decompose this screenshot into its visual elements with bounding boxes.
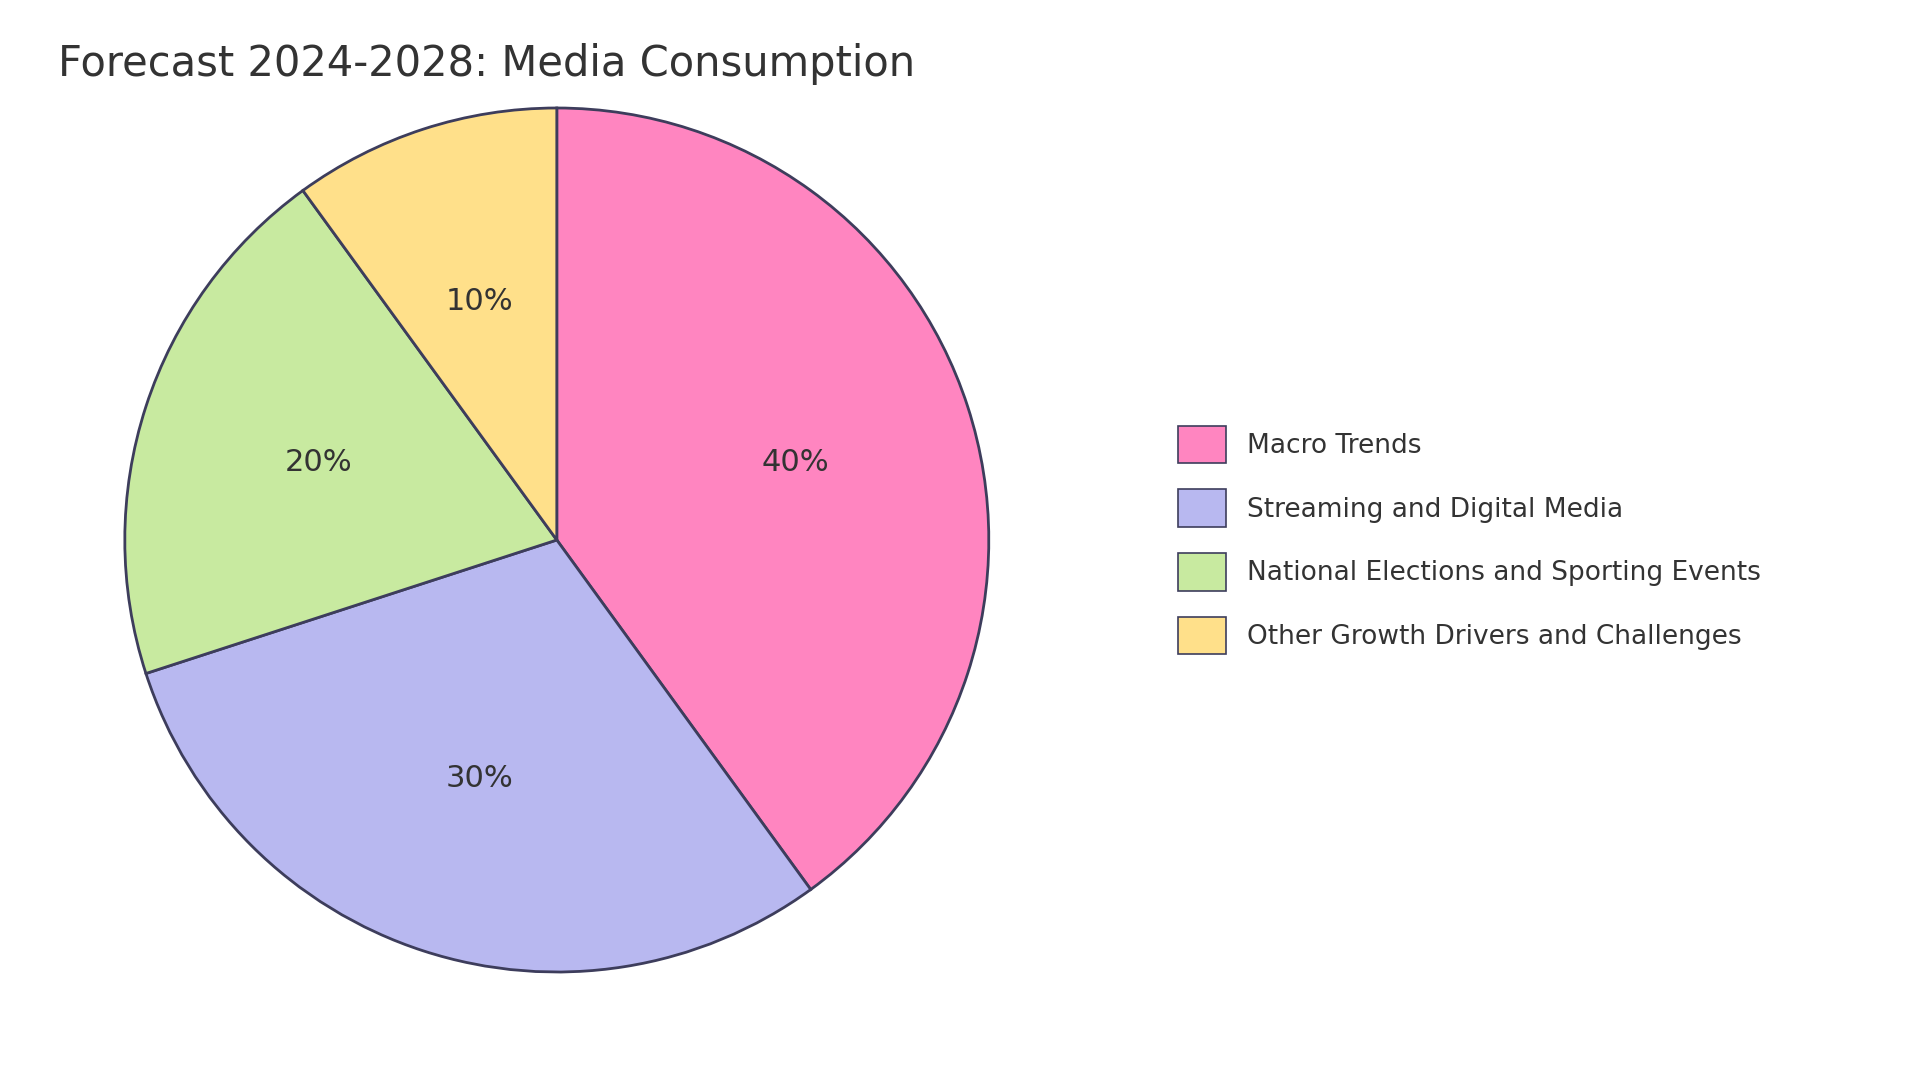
Text: 20%: 20% bbox=[284, 448, 351, 477]
Text: 10%: 10% bbox=[445, 287, 513, 316]
Wedge shape bbox=[146, 540, 810, 972]
Wedge shape bbox=[303, 108, 557, 540]
Wedge shape bbox=[125, 190, 557, 674]
Legend: Macro Trends, Streaming and Digital Media, National Elections and Sporting Event: Macro Trends, Streaming and Digital Medi… bbox=[1165, 413, 1774, 667]
Text: Forecast 2024-2028: Media Consumption: Forecast 2024-2028: Media Consumption bbox=[58, 43, 914, 85]
Text: 30%: 30% bbox=[445, 764, 513, 793]
Wedge shape bbox=[557, 108, 989, 890]
Text: 40%: 40% bbox=[762, 448, 829, 477]
